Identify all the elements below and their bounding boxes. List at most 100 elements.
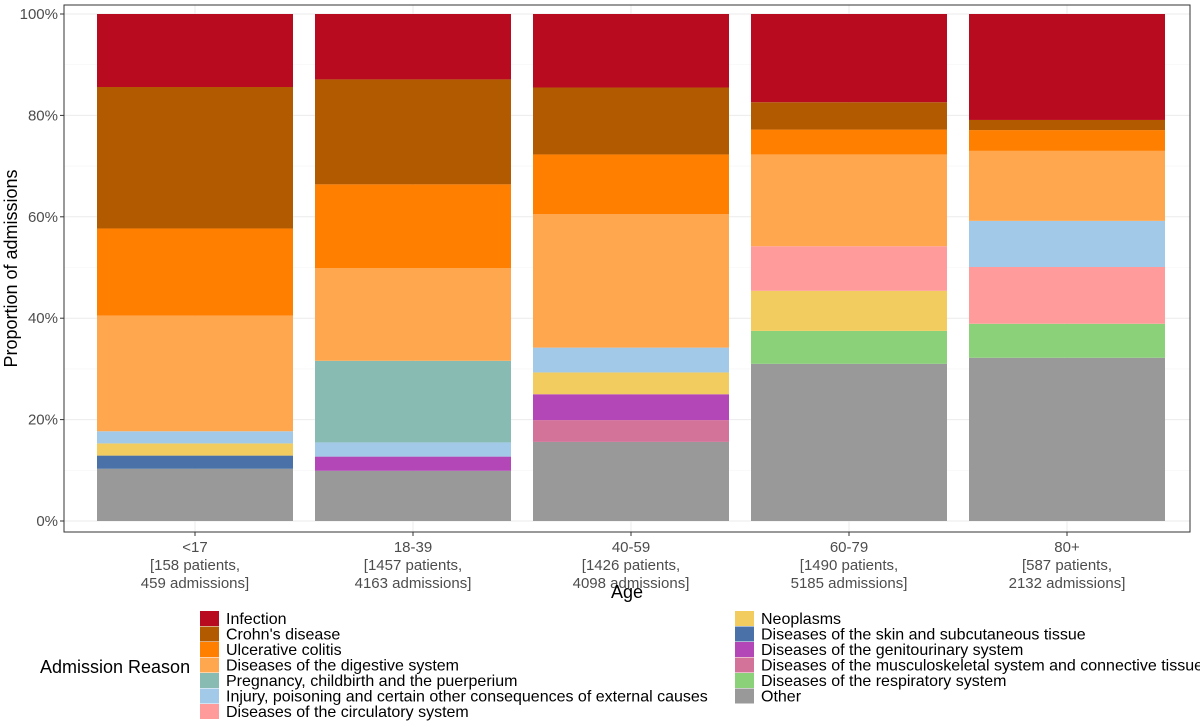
legend-swatch [200, 642, 219, 657]
y-tick-label: 60% [28, 209, 58, 226]
bar-stack [751, 14, 947, 521]
bar-segment [969, 150, 1165, 221]
bar-segment [751, 14, 947, 103]
x-tick-label: 80+ [1054, 539, 1080, 556]
legend-swatch [200, 657, 219, 673]
x-tick-label: [1457 patients, [364, 557, 462, 574]
legend-item: Crohn's disease [200, 626, 340, 644]
legend-label: Diseases of the circulatory system [226, 704, 469, 721]
bar-segment [315, 456, 511, 471]
bar-segment [751, 246, 947, 291]
bar-segment [97, 431, 293, 444]
legend-label: Diseases of the musculoskeletal system a… [761, 658, 1200, 675]
bar-segment [315, 442, 511, 457]
legend-swatch [200, 704, 219, 719]
bar-segment [533, 87, 729, 155]
plot-panel-border [63, 4, 1191, 533]
bar-segment [97, 455, 293, 469]
legend-item: Other [735, 688, 802, 706]
bar-segment [969, 220, 1165, 267]
legend-label: Ulcerative colitis [226, 642, 342, 659]
bar-segment [751, 154, 947, 247]
bar-segment [97, 443, 293, 456]
bar-segment [751, 129, 947, 155]
legend-swatch [735, 642, 754, 657]
bar-segment [533, 14, 729, 88]
bar-segment [97, 468, 293, 521]
y-tick-label: 20% [28, 412, 58, 429]
bar-stack [97, 14, 293, 521]
x-tick-label: 4098 admissions] [573, 575, 690, 592]
legend-swatch [200, 626, 219, 642]
legend-swatch [200, 673, 219, 688]
bar-segment [97, 315, 293, 432]
legend-label: Diseases of the respiratory system [761, 673, 1006, 690]
bar-segment [969, 357, 1165, 521]
legend-item: Infection [200, 611, 286, 628]
x-axis-title: Age [611, 582, 643, 602]
bar-segment [315, 79, 511, 185]
legend-swatch [735, 657, 754, 673]
legend-item: Diseases of the digestive system [200, 657, 459, 675]
legend-label: Crohn's disease [226, 627, 340, 644]
bar-segment [533, 394, 729, 421]
legend-item: Pregnancy, childbirth and the puerperium [200, 673, 517, 690]
bar-segment [533, 154, 729, 215]
bar-segment [533, 347, 729, 373]
legend-swatch [735, 626, 754, 642]
legend-title: Admission Reason [40, 657, 190, 677]
legend-item: Diseases of the respiratory system [735, 673, 1006, 690]
y-tick-label: 0% [36, 513, 58, 530]
legend-item: Neoplasms [735, 611, 841, 628]
y-tick-label: 40% [28, 310, 58, 327]
bar-stack [969, 14, 1165, 521]
legend-swatch [200, 688, 219, 704]
bar-segment [315, 470, 511, 521]
bar-segment [97, 87, 293, 229]
bar-segment [969, 130, 1165, 151]
legend-item: Diseases of the musculoskeletal system a… [735, 657, 1200, 675]
legend-swatch [735, 673, 754, 688]
x-tick-label: 40-59 [612, 539, 650, 556]
legend-label: Diseases of the skin and subcutaneous ti… [761, 627, 1086, 644]
bar-segment [751, 330, 947, 364]
legend-item: Diseases of the genitourinary system [735, 642, 1023, 659]
bar-segment [969, 119, 1165, 131]
legend-label: Injury, poisoning and certain other cons… [226, 689, 708, 706]
x-tick-label: [1490 patients, [800, 557, 898, 574]
x-tick-label: [1426 patients, [582, 557, 680, 574]
legend-label: Pregnancy, childbirth and the puerperium [226, 673, 517, 690]
x-tick-label: 60-79 [830, 539, 868, 556]
legend-label: Diseases of the genitourinary system [761, 642, 1023, 659]
legend-item: Ulcerative colitis [200, 642, 342, 659]
x-axis: <17[158 patients,459 admissions]18-39[14… [141, 532, 1126, 592]
legend-label: Other [761, 689, 802, 706]
bar-segment [315, 14, 511, 80]
bar-segment [969, 14, 1165, 120]
y-tick-label: 80% [28, 107, 58, 124]
bar-segment [533, 372, 729, 395]
legend-label: Diseases of the digestive system [226, 658, 459, 675]
legend-label: Infection [226, 611, 286, 628]
bars-group [97, 14, 1165, 521]
x-tick-label: <17 [182, 539, 207, 556]
bar-segment [97, 14, 293, 88]
bar-stack [533, 14, 729, 521]
y-axis: 0% 20% 40% 60% 80% 100% [20, 6, 64, 530]
bar-segment [969, 266, 1165, 324]
legend-item: Injury, poisoning and certain other cons… [200, 688, 708, 706]
legend-swatch [735, 688, 754, 704]
bar-stack [315, 14, 511, 521]
x-tick-label: 5185 admissions] [791, 575, 908, 592]
x-tick-label: 459 admissions] [141, 575, 249, 592]
bar-segment [315, 360, 511, 443]
x-tick-label: 18-39 [394, 539, 432, 556]
x-tick-label: 2132 admissions] [1009, 575, 1126, 592]
legend-item: Diseases of the skin and subcutaneous ti… [735, 626, 1086, 644]
legend-item: Diseases of the circulatory system [200, 704, 469, 721]
legend-swatch [735, 611, 754, 626]
bar-segment [315, 184, 511, 269]
bar-segment [751, 290, 947, 331]
bar-segment [751, 102, 947, 130]
